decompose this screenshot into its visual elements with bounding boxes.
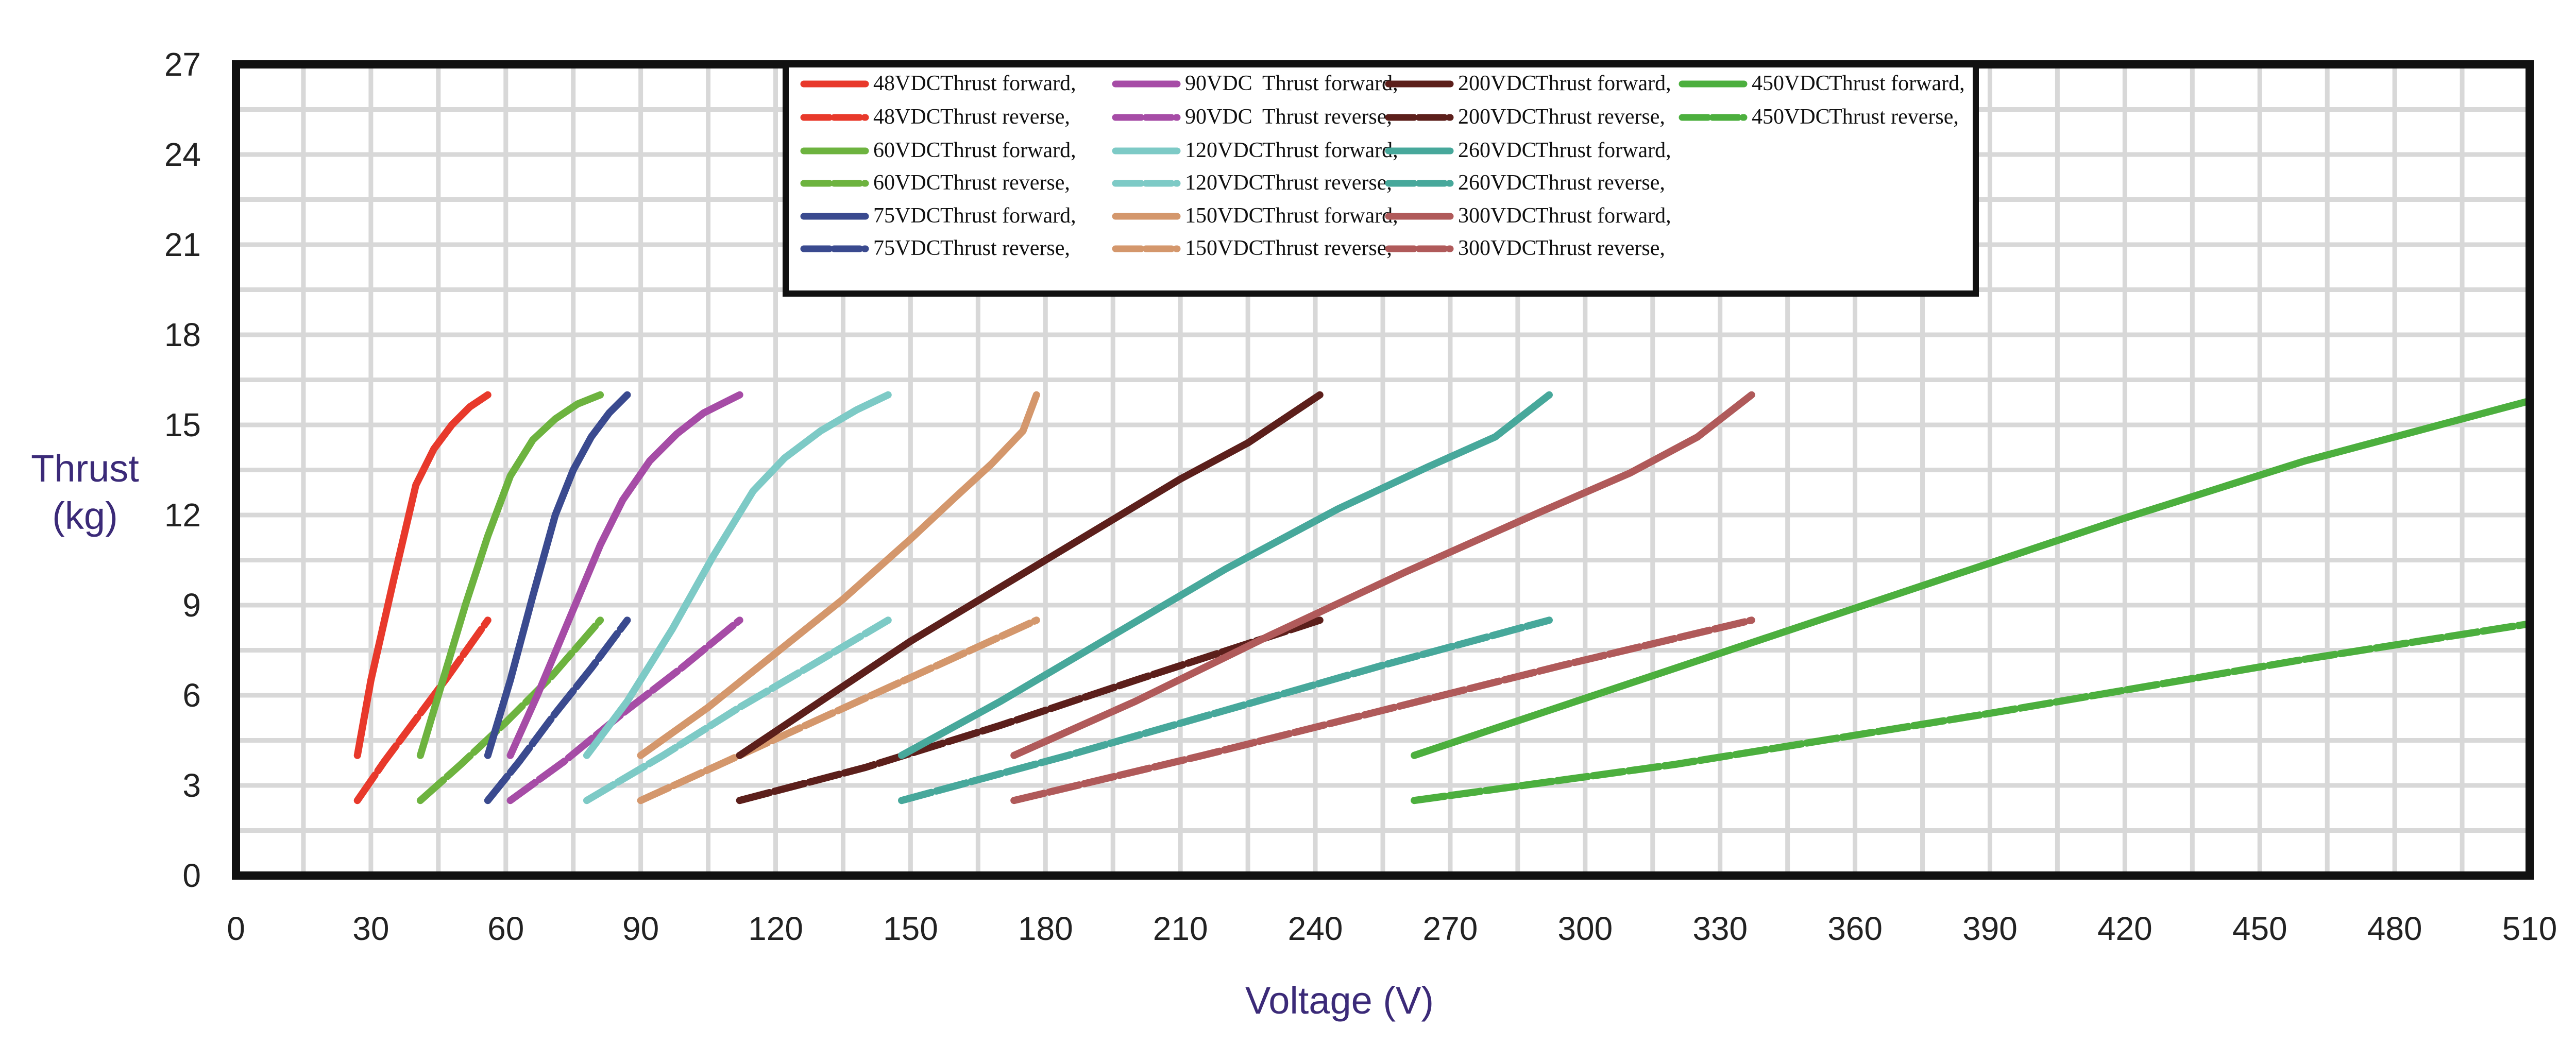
y-tick-label: 3 [182,767,201,804]
legend-series-label: Thrust reverse, [1535,105,1665,129]
x-tick-label: 90 [622,910,659,947]
legend-series-label: Thrust reverse, [940,236,1070,260]
series-line-200vdc-forward [736,391,1324,759]
series-line-120vdc-reverse [583,616,892,804]
series-line-260vdc-forward [898,391,1553,759]
legend-voltage-label: 75VDC [873,204,941,228]
legend-series-label: Thrust forward, [1829,72,1965,95]
x-tick-label: 420 [2097,910,2153,947]
series-line-300vdc-reverse [1010,616,1755,804]
x-axis-title: Voltage (V) [1245,979,1434,1022]
legend-voltage-label: 90VDC [1185,72,1252,95]
series-line-150vdc-reverse [637,616,1040,804]
x-tick-label: 0 [227,910,245,947]
x-tick-label: 150 [883,910,938,947]
series-line-90vdc-forward [506,391,743,759]
y-axis-title-line2: (kg) [52,494,117,537]
y-tick-label: 27 [164,46,201,83]
x-tick-label: 300 [1557,910,1613,947]
legend-voltage-label: 75VDC [873,236,941,260]
legend-voltage-label: 120VDC [1185,139,1263,162]
legend-voltage-label: 450VDC [1752,72,1830,95]
x-tick-label: 60 [487,910,524,947]
legend-series-label: Thrust reverse, [1535,171,1665,195]
series-line-75vdc-reverse [484,616,631,804]
legend-voltage-label: 150VDC [1185,204,1263,228]
legend-voltage-label: 90VDC [1185,105,1252,129]
legend-series-label: Thrust forward, [940,139,1076,162]
legend-series-label: Thrust forward, [1535,72,1671,95]
x-tick-label: 270 [1423,910,1478,947]
legend-voltage-label: 200VDC [1458,72,1536,95]
x-tick-label: 360 [1827,910,1883,947]
legend-series-label: Thrust forward, [1262,72,1398,95]
series-line-120vdc-forward [583,391,892,759]
series-layer [353,391,2530,804]
series-line-260vdc-reverse [898,616,1553,804]
legend-series-label: Thrust reverse, [940,171,1070,195]
y-tick-label: 0 [182,857,201,894]
legend-voltage-label: 48VDC [873,72,941,95]
legend-voltage-label: 300VDC [1458,204,1536,228]
legend-voltage-label: 60VDC [873,171,941,195]
series-line-48vdc-forward [353,391,492,759]
legend-series-label: Thrust forward, [1262,204,1398,228]
series-line-450vdc-forward [1411,397,2530,759]
y-tick-label: 15 [164,406,201,443]
x-tick-label: 180 [1018,910,1073,947]
series-line-60vdc-reverse [416,616,604,804]
legend-series-label: Thrust reverse, [1262,105,1392,129]
legend-items: 48VDC Thrust forward,48VDC Thrust reverse,… [800,72,1965,260]
legend-series-label: Thrust forward, [1262,139,1398,162]
legend-box [783,61,1979,297]
y-tick-label: 9 [182,587,201,624]
x-tick-label: 210 [1153,910,1208,947]
y-tick-label: 18 [164,316,201,353]
legend-voltage-label: 48VDC [873,105,941,129]
legend: 48VDC Thrust forward,48VDC Thrust reverse,… [783,61,1979,297]
legend-series-label: Thrust reverse, [1262,236,1392,260]
legend-voltage-label: 120VDC [1185,171,1263,195]
x-tick-label: 510 [2502,910,2557,947]
legend-voltage-label: 260VDC [1458,171,1536,195]
legend-voltage-label: 200VDC [1458,105,1536,129]
series-line-75vdc-forward [484,391,631,759]
series-line-48vdc-reverse [353,616,492,804]
legend-voltage-label: 150VDC [1185,236,1263,260]
y-axis-ticks: 0 3 6 9 12 15 18 21 24 27 [164,46,201,894]
legend-series-label: Thrust reverse, [940,105,1070,129]
x-tick-label: 480 [2367,910,2422,947]
x-tick-label: 450 [2232,910,2287,947]
series-line-150vdc-forward [637,391,1040,759]
x-tick-label: 30 [352,910,389,947]
x-tick-label: 390 [1962,910,2018,947]
x-axis-ticks: 0 30 60 90 120 150 180 210 240 270 300 330 360 390 420… [227,910,2557,947]
legend-series-label: Thrust reverse, [1262,171,1392,195]
x-tick-label: 240 [1288,910,1343,947]
series-line-60vdc-forward [416,391,604,759]
legend-series-label: Thrust forward, [940,204,1076,228]
legend-voltage-label: 450VDC [1752,105,1830,129]
y-tick-label: 12 [164,496,201,534]
series-line-450vdc-reverse [1411,620,2530,804]
legend-series-label: Thrust reverse, [1829,105,1959,129]
x-tick-label: 120 [748,910,803,947]
x-tick-label: 330 [1692,910,1748,947]
series-line-200vdc-reverse [736,616,1324,804]
y-tick-label: 24 [164,136,201,173]
legend-voltage-label: 260VDC [1458,139,1536,162]
y-tick-label: 6 [182,677,201,714]
legend-series-label: Thrust forward, [1535,139,1671,162]
legend-series-label: Thrust forward, [1535,204,1671,228]
y-axis-title-line1: Thrust [31,447,139,490]
legend-voltage-label: 60VDC [873,139,941,162]
legend-voltage-label: 300VDC [1458,236,1536,260]
y-tick-label: 21 [164,226,201,263]
legend-series-label: Thrust reverse, [1535,236,1665,260]
series-line-300vdc-forward [1010,391,1755,759]
legend-series-label: Thrust forward, [940,72,1076,95]
